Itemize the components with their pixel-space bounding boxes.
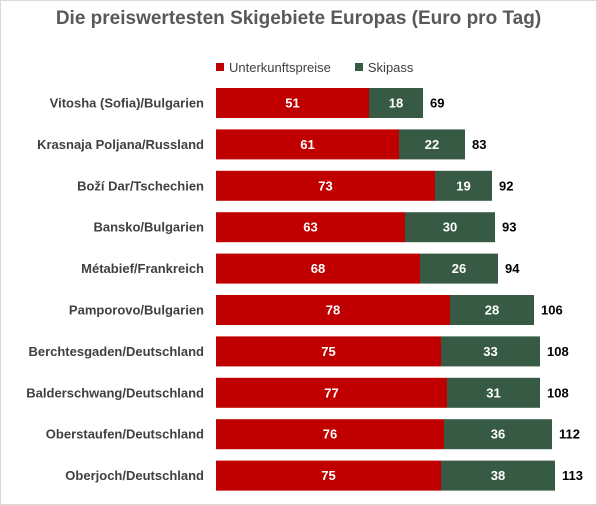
value-label-unterkunftspreise-metabief-frankreich: 68 <box>311 261 325 276</box>
category-label-bozi-dar-tschechien: Boží Dar/Tschechien <box>77 178 204 193</box>
bar-skipass-vitosha-sofia-bulgarien <box>369 88 423 118</box>
value-label-skipass-pamporovo-bulgarien: 28 <box>485 303 499 318</box>
value-label-unterkunftspreise-oberstaufen-deutschland: 76 <box>323 427 337 442</box>
category-label-metabief-frankreich: Métabief/Frankreich <box>81 261 204 276</box>
value-label-unterkunftspreise-berchtesgaden-deutschland: 75 <box>321 344 335 359</box>
value-label-unterkunftspreise-vitosha-sofia-bulgarien: 51 <box>285 96 299 111</box>
category-label-oberjoch-deutschland: Oberjoch/Deutschland <box>65 468 204 483</box>
legend-item-skipass: Skipass <box>354 59 414 75</box>
bar-skipass-oberstaufen-deutschland <box>444 419 552 450</box>
value-label-unterkunftspreise-oberjoch-deutschland: 75 <box>321 468 335 483</box>
total-label-vitosha-sofia-bulgarien: 69 <box>430 96 444 111</box>
value-label-skipass-oberjoch-deutschland: 38 <box>491 468 505 483</box>
bar-skipass-oberjoch-deutschland <box>441 460 555 491</box>
category-label-bansko-bulgarien: Bansko/Bulgarien <box>93 220 204 235</box>
bar-unterkunftspreise-berchtesgaden-deutschland <box>216 336 441 367</box>
bar-skipass-balderschwang-deutschland <box>447 377 540 408</box>
category-label-berchtesgaden-deutschland: Berchtesgaden/Deutschland <box>28 344 204 359</box>
bar-skipass-pamporovo-bulgarien <box>450 295 534 325</box>
value-label-unterkunftspreise-bansko-bulgarien: 63 <box>303 220 317 235</box>
value-label-unterkunftspreise-pamporovo-bulgarien: 78 <box>326 303 340 318</box>
bar-unterkunftspreise-oberjoch-deutschland <box>216 460 441 491</box>
bar-unterkunftspreise-bozi-dar-tschechien <box>216 170 435 201</box>
value-label-unterkunftspreise-balderschwang-deutschland: 77 <box>324 385 338 400</box>
value-label-skipass-bozi-dar-tschechien: 19 <box>456 178 470 193</box>
bar-skipass-bozi-dar-tschechien <box>435 170 492 201</box>
category-label-vitosha-sofia-bulgarien: Vitosha (Sofia)/Bulgarien <box>50 96 204 111</box>
bar-skipass-krasnaja-poljana-russland <box>399 129 465 160</box>
bar-unterkunftspreise-bansko-bulgarien <box>216 212 405 243</box>
bar-unterkunftspreise-krasnaja-poljana-russland <box>216 129 399 160</box>
bar-unterkunftspreise-oberstaufen-deutschland <box>216 419 444 450</box>
value-label-skipass-berchtesgaden-deutschland: 33 <box>483 344 497 359</box>
value-label-skipass-bansko-bulgarien: 30 <box>443 220 457 235</box>
value-label-skipass-krasnaja-poljana-russland: 22 <box>425 137 439 152</box>
bar-skipass-metabief-frankreich <box>420 253 498 284</box>
bar-unterkunftspreise-vitosha-sofia-bulgarien <box>216 88 369 118</box>
total-label-bansko-bulgarien: 93 <box>502 220 516 235</box>
value-label-skipass-vitosha-sofia-bulgarien: 18 <box>389 96 403 111</box>
bar-unterkunftspreise-pamporovo-bulgarien <box>216 295 450 325</box>
legend: Unterkunftspreise Skipass <box>216 58 437 76</box>
total-label-pamporovo-bulgarien: 106 <box>541 303 563 318</box>
total-label-oberjoch-deutschland: 113 <box>562 468 583 483</box>
total-label-oberstaufen-deutschland: 112 <box>559 427 580 442</box>
bar-unterkunftspreise-balderschwang-deutschland <box>216 377 447 408</box>
category-label-balderschwang-deutschland: Balderschwang/Deutschland <box>26 385 204 400</box>
bar-skipass-bansko-bulgarien <box>405 212 495 243</box>
chart-title: Die preiswertesten Skigebiete Europas (E… <box>55 8 542 29</box>
total-label-bozi-dar-tschechien: 92 <box>499 178 513 193</box>
legend-swatch-skipass <box>354 63 363 71</box>
legend-label-unterkunftspreise: Unterkunftspreise <box>229 59 331 75</box>
value-label-skipass-oberstaufen-deutschland: 36 <box>491 427 505 442</box>
value-label-skipass-metabief-frankreich: 26 <box>452 261 466 276</box>
total-label-berchtesgaden-deutschland: 108 <box>547 344 569 359</box>
bar-skipass-berchtesgaden-deutschland <box>441 336 540 367</box>
value-label-skipass-balderschwang-deutschland: 31 <box>486 385 500 400</box>
total-label-metabief-frankreich: 94 <box>505 261 520 276</box>
total-label-krasnaja-poljana-russland: 83 <box>472 137 486 152</box>
legend-item-unterkunftspreise: Unterkunftspreise <box>216 60 331 75</box>
category-label-krasnaja-poljana-russland: Krasnaja Poljana/Russland <box>37 137 204 152</box>
value-label-unterkunftspreise-krasnaja-poljana-russland: 61 <box>300 137 314 152</box>
bar-unterkunftspreise-metabief-frankreich <box>216 253 420 284</box>
total-label-balderschwang-deutschland: 108 <box>547 385 569 400</box>
legend-label-skipass: Skipass <box>367 59 414 75</box>
value-label-unterkunftspreise-bozi-dar-tschechien: 73 <box>318 178 332 193</box>
category-label-oberstaufen-deutschland: Oberstaufen/Deutschland <box>46 427 204 442</box>
legend-swatch-unterkunftspreise <box>216 63 224 71</box>
category-label-pamporovo-bulgarien: Pamporovo/Bulgarien <box>69 303 204 318</box>
